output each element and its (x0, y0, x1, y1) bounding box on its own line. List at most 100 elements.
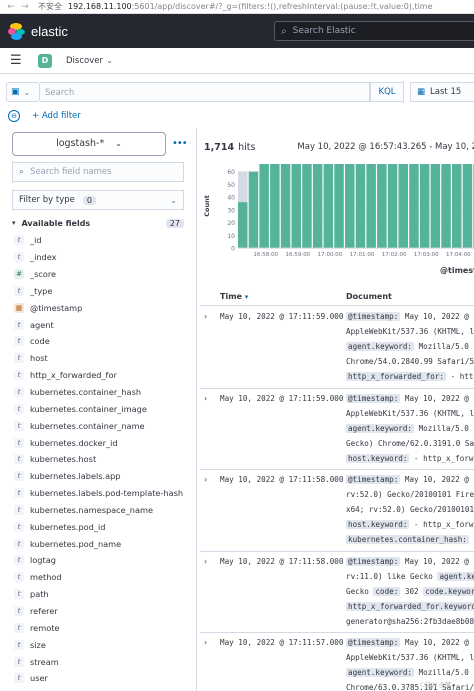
field-name: method (30, 572, 62, 583)
string-type-icon: t (14, 605, 24, 616)
expand-row-icon[interactable]: › (204, 638, 208, 647)
query-input[interactable]: Search (40, 82, 370, 102)
search-icon: ⌕ (281, 25, 287, 37)
back-icon[interactable]: ← (7, 1, 15, 12)
document-line: @timestamp: May 10, 2022 @ 17 (346, 472, 474, 487)
string-type-icon: t (14, 656, 24, 667)
histogram-bar (355, 164, 366, 248)
expand-row-icon[interactable]: › (204, 556, 208, 566)
field-name: agent (30, 319, 54, 330)
more-options-icon[interactable]: ••• (172, 138, 188, 149)
saved-query-button[interactable]: ▣ ⌄ (6, 82, 40, 102)
index-pattern-selector[interactable]: logstash-* ⌄ (12, 132, 166, 156)
string-type-icon: t (14, 622, 24, 633)
x-tick-label: 17:01:00 (350, 252, 375, 258)
field-item[interactable]: t code (14, 333, 190, 350)
histogram-bar (462, 164, 473, 248)
field-value: rv:11.0) like Gecko (346, 571, 438, 581)
field-item[interactable]: t kubernetes.namespace_name (14, 502, 190, 519)
expand-row-icon[interactable]: › (204, 393, 208, 403)
global-search-input[interactable]: ⌕ Search Elastic (274, 21, 474, 41)
field-item[interactable]: t host (14, 350, 190, 367)
add-filter-button[interactable]: + Add filter (32, 111, 81, 121)
breadcrumb[interactable]: Discover ⌄ (66, 56, 113, 66)
field-item[interactable]: t agent (14, 316, 190, 333)
watermark: CSDN @梦 (420, 682, 452, 689)
string-type-icon: t (14, 353, 24, 364)
expand-row-icon[interactable]: › (204, 312, 208, 321)
field-name: kubernetes.pod_id (30, 521, 106, 532)
string-type-icon: t (14, 319, 24, 330)
table-row: › May 10, 2022 @ 17:11:58.000 @timestamp: … (200, 552, 474, 633)
time-column-header[interactable]: Time ▾ (220, 292, 248, 301)
field-item[interactable]: t user (14, 670, 190, 687)
field-item[interactable]: t _index (14, 249, 190, 266)
filter-options-icon[interactable]: ⊖ (8, 110, 20, 122)
document-line: host.keyword: - http_x_forwa (346, 517, 474, 532)
field-name: _index (30, 252, 57, 263)
field-item[interactable]: t size (14, 636, 190, 653)
document-line: rv:11.0) like Gecko agent.key (346, 569, 474, 584)
date-picker[interactable]: ▦ Last 15 (410, 82, 474, 102)
field-item[interactable]: t _type (14, 283, 190, 300)
histogram-bar (312, 164, 323, 248)
field-item[interactable]: t kubernetes.labels.pod-template-hash (14, 485, 190, 502)
insecure-warning[interactable]: 不安全 (38, 2, 62, 11)
field-item[interactable]: t kubernetes.pod_id (14, 518, 190, 535)
url-field[interactable]: 192.168.11.100:5601/app/discover#/?_g=(f… (68, 2, 433, 11)
filter-by-type-button[interactable]: Filter by type 0 ⌄ (12, 190, 184, 210)
menu-icon[interactable]: ☰ (10, 53, 22, 68)
field-name: path (30, 589, 49, 600)
field-item[interactable]: t kubernetes.labels.app (14, 468, 190, 485)
field-item[interactable]: t kubernetes.container_image (14, 400, 190, 417)
histogram-bar (452, 164, 462, 248)
brand-name[interactable]: elastic (31, 23, 68, 39)
field-key: @timestamp: (346, 312, 401, 321)
field-item[interactable]: t kubernetes.docker_id (14, 434, 190, 451)
elastic-logo-icon[interactable] (8, 22, 25, 40)
field-item[interactable]: # _score (14, 266, 190, 283)
field-search-input[interactable]: ⌕ Search field names (12, 162, 184, 182)
field-value: AppleWebKit/537.36 (KHTML, lik (346, 327, 474, 336)
field-item[interactable]: t method (14, 569, 190, 586)
field-item[interactable]: t remote (14, 619, 190, 636)
string-type-icon: t (14, 370, 24, 381)
field-key: agent.keyword: (346, 423, 415, 433)
field-item[interactable]: t http_x_forwarded_for (14, 367, 190, 384)
field-item[interactable]: t kubernetes.container_name (14, 417, 190, 434)
field-item[interactable]: ▦ @timestamp (14, 299, 190, 316)
field-item[interactable]: t kubernetes.container_hash (14, 384, 190, 401)
app-badge[interactable]: D (38, 53, 52, 68)
url-path: :5601/app/discover#/?_g=(filters:!(),ref… (131, 2, 433, 11)
sort-down-icon[interactable]: ▾ (244, 293, 249, 301)
forward-icon[interactable]: → (21, 1, 29, 12)
query-language-button[interactable]: KQL (370, 82, 404, 102)
field-item[interactable]: t kubernetes.host (14, 451, 190, 468)
field-name: host (30, 353, 48, 364)
y-tick-label: 60 (227, 169, 235, 176)
field-name: size (30, 639, 46, 650)
expand-row-icon[interactable]: › (204, 475, 208, 484)
field-item[interactable]: t _id (14, 232, 190, 249)
field-item[interactable]: t kubernetes.pod_name (14, 535, 190, 552)
string-type-icon: t (14, 488, 24, 499)
field-item[interactable]: t logtag (14, 552, 190, 569)
field-value: rv:52.0) Gecko/20100101 Firefo (346, 490, 474, 499)
field-value: do (469, 535, 474, 544)
available-fields-header[interactable]: ▾ Available fields 27 (12, 216, 184, 230)
field-key: kubernetes.container_hash: (346, 535, 469, 544)
field-item[interactable]: t stream (14, 653, 190, 670)
string-type-icon: t (14, 420, 24, 431)
field-name: kubernetes.labels.app (30, 471, 121, 482)
field-item[interactable]: t path (14, 586, 190, 603)
field-value: Gecko (346, 586, 374, 596)
field-item[interactable]: t referer (14, 603, 190, 620)
field-name: kubernetes.container_name (30, 420, 145, 431)
field-name: code (30, 336, 50, 347)
string-type-icon: t (14, 572, 24, 583)
table-row: › May 10, 2022 @ 17:11:59.000 @timestamp: … (200, 307, 474, 389)
document-line: AppleWebKit/537.36 (KHTML, lik (346, 406, 474, 421)
main-panel: 1,714 hits May 10, 2022 @ 16:57:43.265 -… (200, 134, 474, 691)
document-line: http_x_forwarded_for.keyword: (346, 599, 474, 614)
available-fields-label: Available fields (21, 218, 91, 228)
